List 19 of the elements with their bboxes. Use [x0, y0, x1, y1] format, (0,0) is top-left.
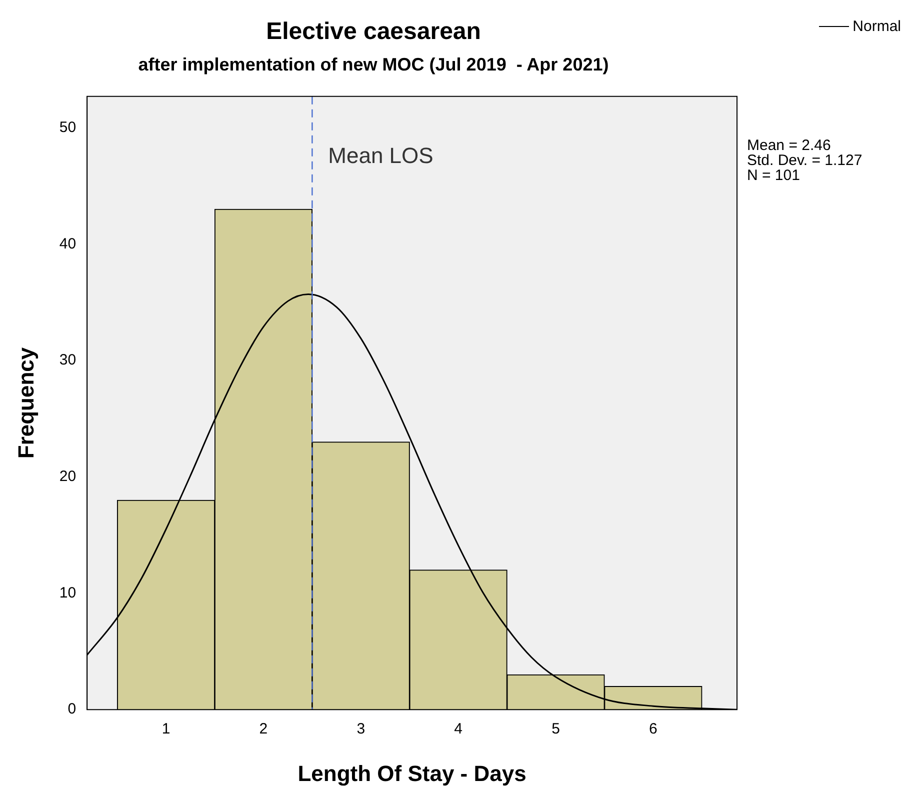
x-axis-title: Length Of Stay - Days	[298, 760, 526, 786]
y-axis-title: Frequency	[13, 346, 38, 459]
y-tick-label: 20	[59, 468, 76, 486]
y-tick-label: 40	[59, 235, 76, 252]
annotation: Mean LOS	[328, 142, 434, 168]
text: Mean = 2.46 Std. Dev. = 1.127 N = 101	[747, 137, 862, 184]
x-tick-label: 2	[259, 720, 268, 738]
y-tick-label: 10	[59, 584, 76, 602]
legend-label: Normal	[852, 18, 901, 35]
chart-title: Elective caesarean	[266, 18, 481, 46]
y-tick-label: 50	[59, 118, 76, 136]
x-tick-label: 5	[552, 720, 560, 738]
y-tick-label: 30	[59, 352, 76, 369]
x-tick-label: 4	[454, 720, 462, 738]
x-tick-label: 3	[356, 720, 366, 738]
chart-subtitle: after implementation of new MOC (Jul 2019 - Apr 2021)	[138, 54, 609, 75]
x-tick-label: 1	[162, 720, 170, 738]
x-tick-label: 6	[649, 720, 658, 738]
y-tick-label: 0	[68, 700, 76, 718]
